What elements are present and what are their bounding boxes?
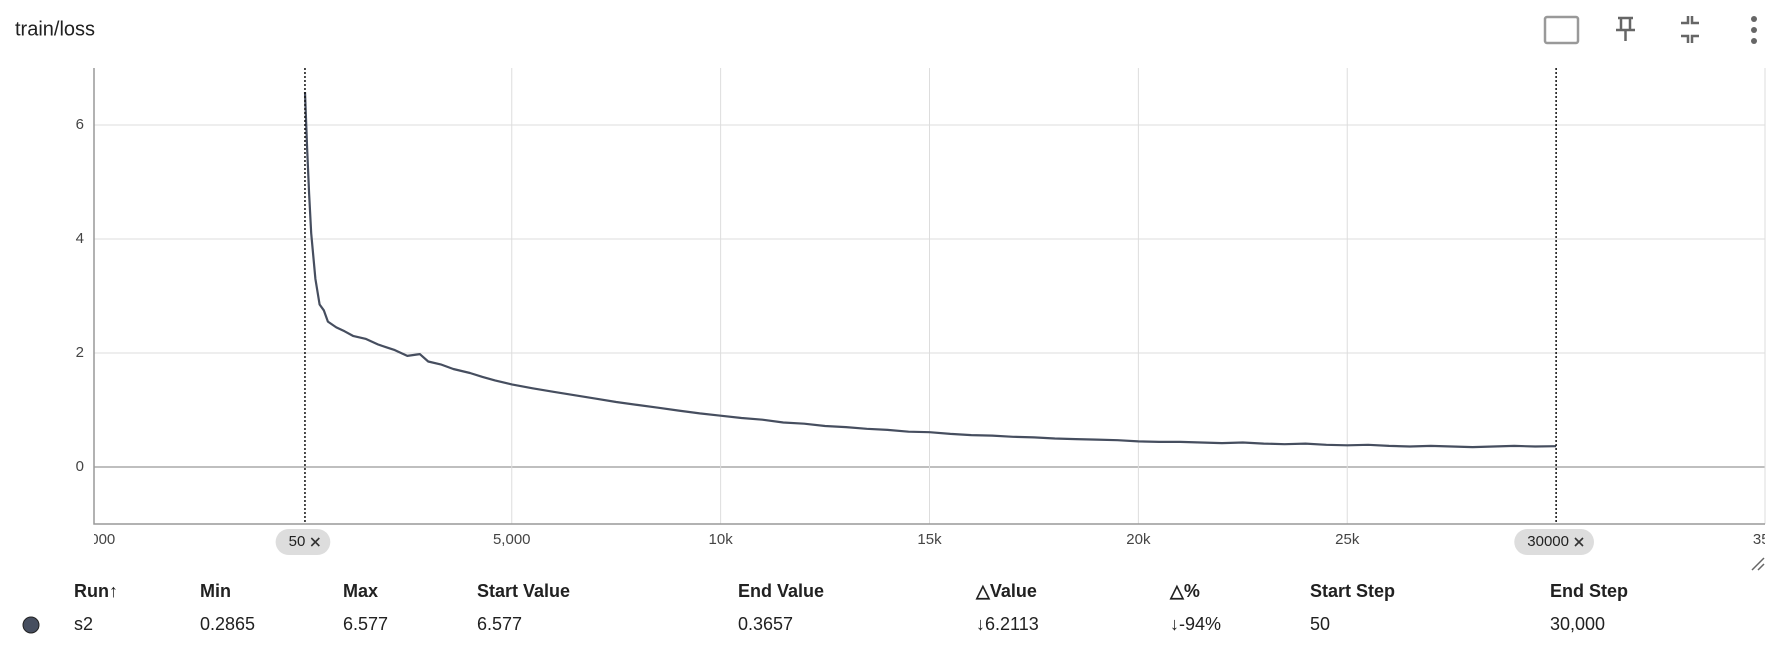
column-header: Min — [200, 581, 231, 601]
y-tick-label: 2 — [76, 344, 84, 361]
range-chip[interactable]: 50 — [275, 529, 331, 555]
x-tick-label: 35k — [1753, 531, 1778, 548]
loss-line — [303, 92, 1557, 449]
table-cell: 50 — [1310, 614, 1330, 634]
column-header: End Step — [1550, 581, 1628, 601]
x-tick-label: 15k — [917, 531, 942, 548]
column-header: △% — [1169, 581, 1200, 601]
table-cell: 6.577 — [343, 614, 388, 634]
column-header: △Value — [975, 581, 1037, 601]
table-cell: 30,000 — [1550, 614, 1605, 634]
chip-close — [310, 537, 320, 547]
chip-bg — [275, 529, 331, 555]
plot-area: 0 2 4 6 -5,000 5,000 10k 15k 20k 25k 35k 50 30000 — [73, 68, 1778, 555]
table-cell: s2 — [74, 614, 93, 634]
column-header: Max — [343, 581, 378, 601]
range-chip-label: 30000 — [1527, 533, 1569, 550]
chip-close — [1574, 537, 1584, 547]
y-tick-label: 4 — [76, 230, 84, 247]
chip-bg — [1514, 529, 1594, 555]
menu-button[interactable] — [1751, 16, 1757, 44]
card-title: train/loss — [15, 18, 95, 40]
data-table: Run↑ Min Max Start Value End Value △Value △% St… — [22, 581, 1628, 634]
y-tick-label: 6 — [76, 116, 84, 133]
table-cell: 6.577 — [477, 614, 522, 634]
run-color — [22, 616, 40, 634]
range-chip-label: 50 — [289, 533, 306, 550]
fit-button[interactable] — [1543, 15, 1580, 45]
table-cell: 0.3657 — [738, 614, 793, 634]
x-tick-label: 5,000 — [493, 531, 531, 548]
x-tick-label: 20k — [1126, 531, 1151, 548]
range-chip[interactable]: 30000 — [1514, 529, 1594, 555]
x-tick-labels: -5,000 5,000 10k 15k 20k 25k 35k — [73, 531, 1778, 548]
table-cell: ↓-94% — [1170, 614, 1221, 634]
table-cell: ↓6.2113 — [976, 614, 1039, 634]
y-tick-label: 0 — [76, 458, 84, 475]
resize-handle[interactable] — [1751, 557, 1765, 571]
x-tick-label: -5,000 — [73, 531, 116, 548]
column-header: End Value — [738, 581, 824, 601]
collapse-button[interactable] — [1681, 16, 1699, 43]
column-header: Run↑ — [74, 581, 118, 601]
column-header: Start Value — [477, 581, 570, 601]
pin-button[interactable] — [1616, 16, 1635, 41]
axis — [93, 68, 1765, 525]
x-tick-label: 10k — [709, 531, 734, 548]
toolbar — [1543, 15, 1757, 45]
table-cell: 0.2865 — [200, 614, 255, 634]
x-tick-label: 25k — [1335, 531, 1360, 548]
column-header: Start Step — [1310, 581, 1395, 601]
